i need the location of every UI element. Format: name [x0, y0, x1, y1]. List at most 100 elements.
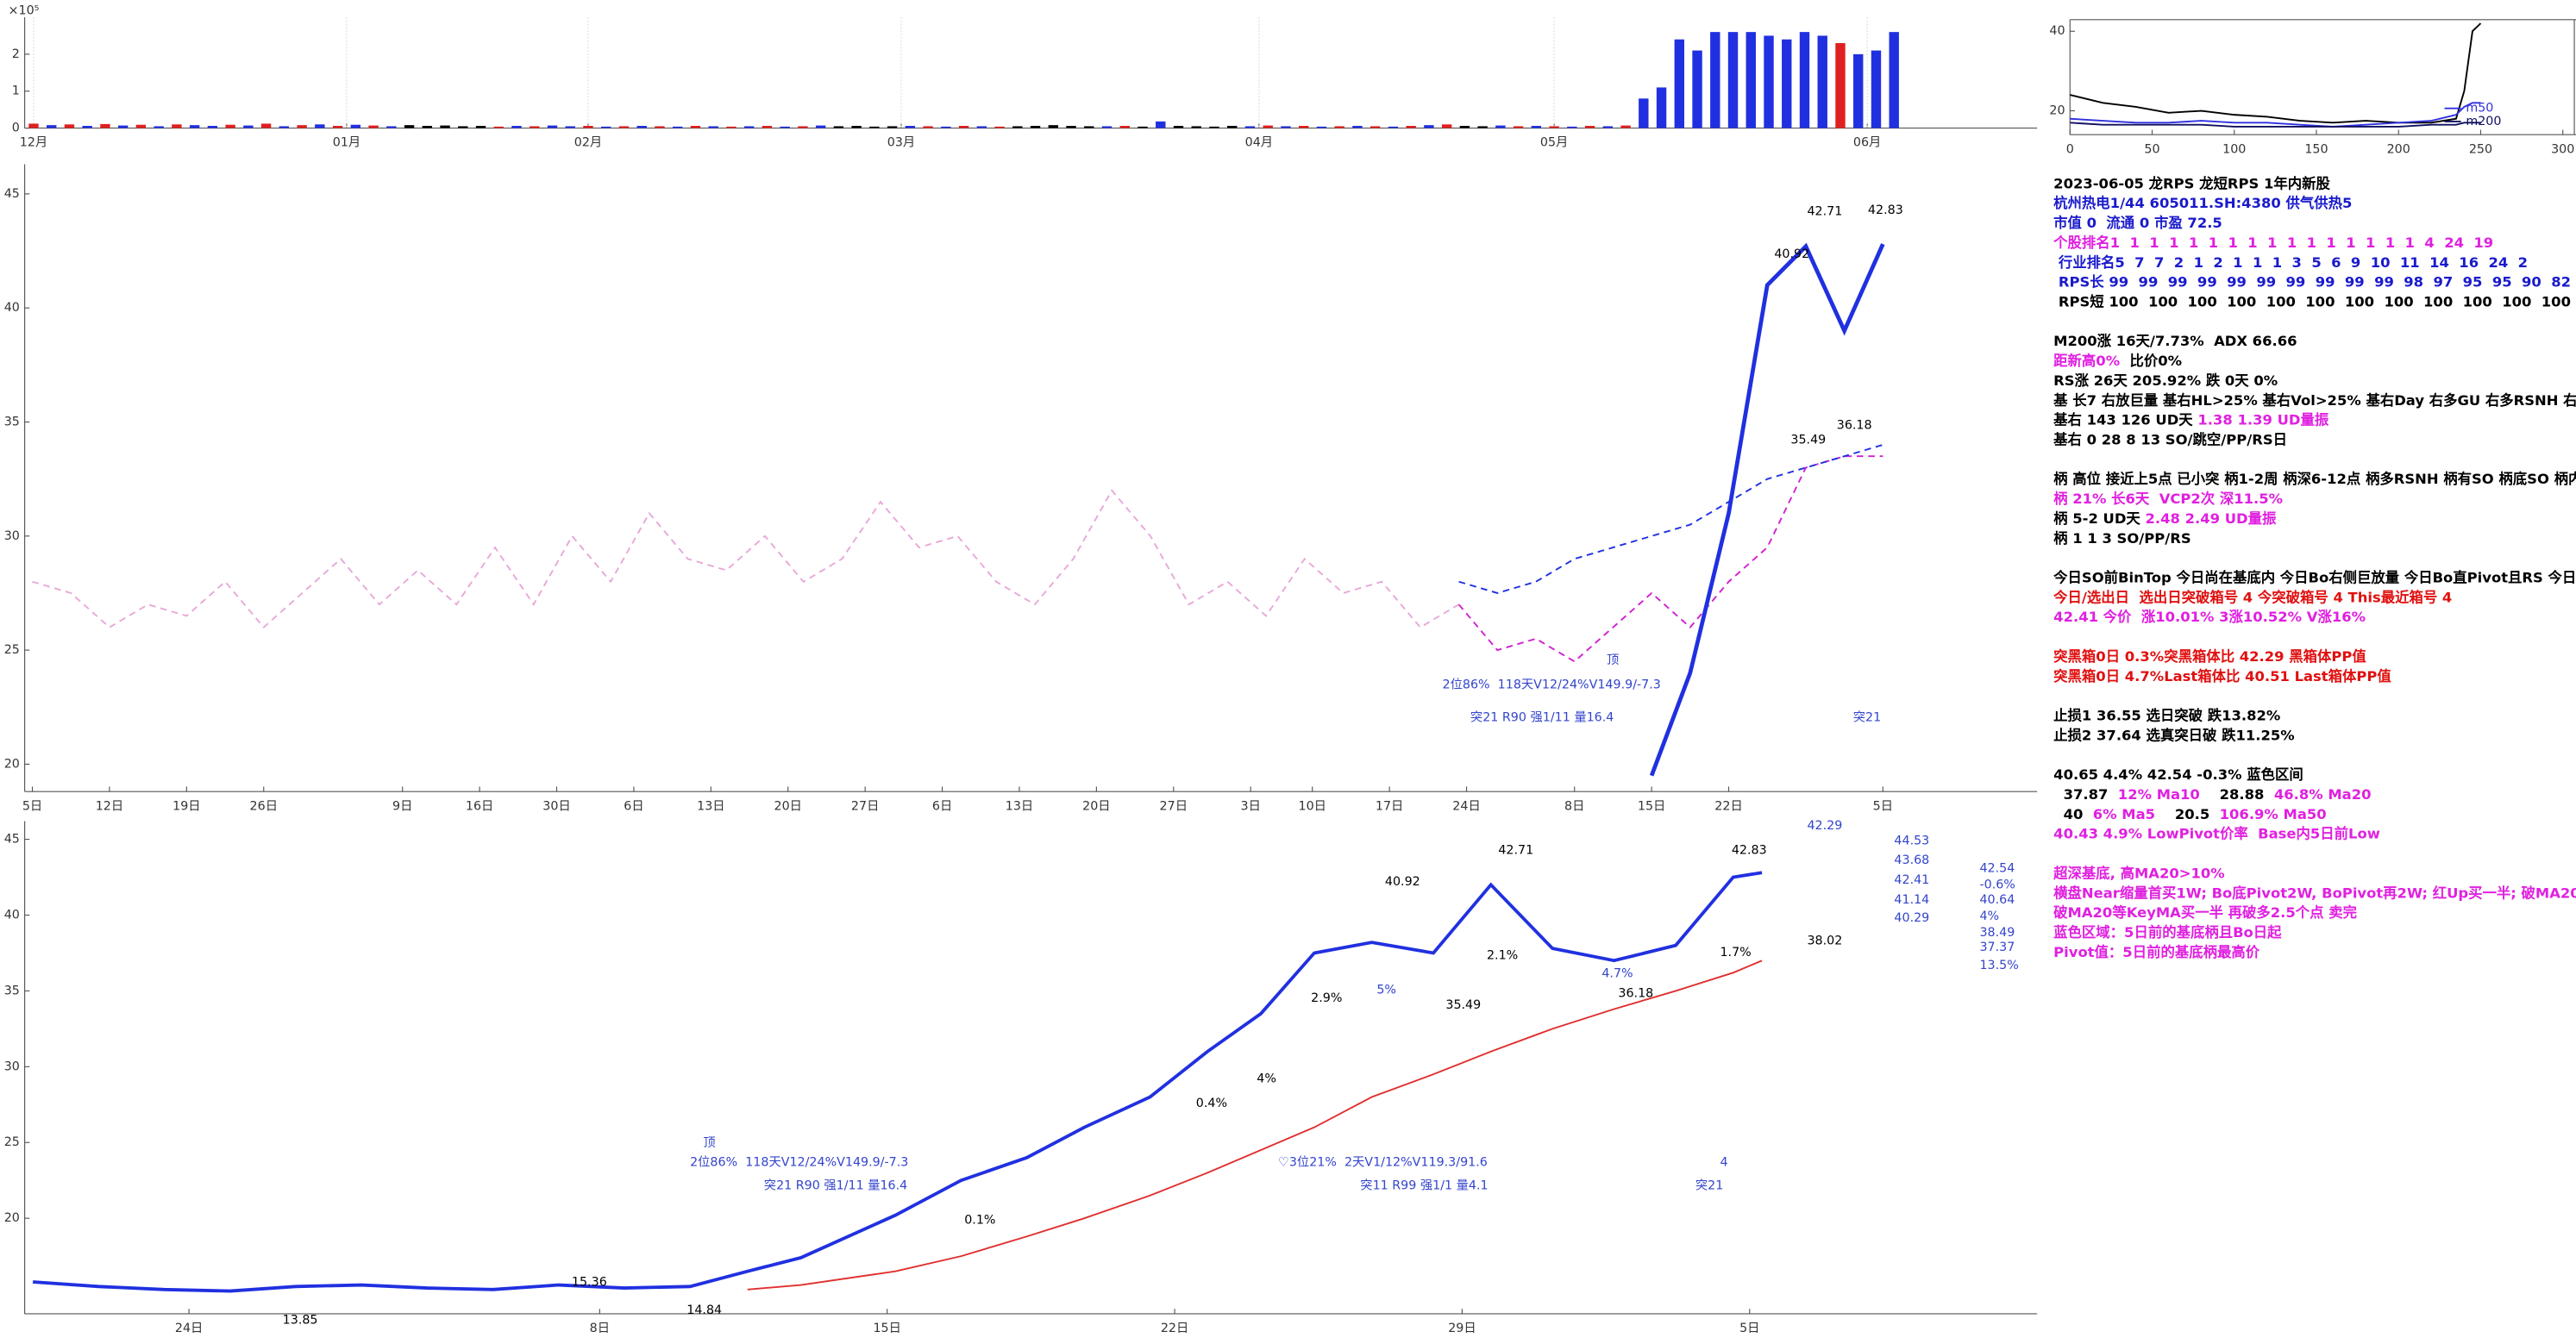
volume-bar: [958, 126, 969, 128]
info-line: 柄 高位 接近上5点 已小突 柄1-2周 柄深6-12点 柄多RSNH 柄有SO…: [2053, 471, 2576, 487]
line-series: [747, 960, 1763, 1291]
annotation: 37.37: [1979, 941, 2015, 954]
volume-bar: [994, 126, 1005, 128]
info-text: 柄 1 1 3 SO/PP/RS: [2053, 529, 2191, 546]
volume-bar: [1119, 126, 1130, 128]
x-tick-label: 04月: [1245, 136, 1273, 150]
annotation: 42.71: [1498, 844, 1533, 858]
info-text: 止损2 37.64 选真突日破 跌11.25%: [2053, 727, 2294, 743]
volume-bar: [1853, 53, 1864, 128]
info-line: 37.87 12% Ma10 28.88 46.8% Ma20: [2053, 785, 2371, 802]
volume-bar: [1424, 125, 1434, 128]
x-tick-label: 13日: [1006, 799, 1033, 813]
y-tick-label: 1: [12, 84, 20, 98]
volume-bar: [243, 125, 254, 128]
x-tick-label: 24日: [1452, 799, 1480, 813]
y-tick-label: 40: [2049, 24, 2065, 38]
volume-bar: [1764, 35, 1774, 128]
volume-bar: [1584, 126, 1595, 128]
volume-bar: [1316, 126, 1327, 128]
annotation: 突11 R99 强1/1 量4.1: [1360, 1178, 1488, 1192]
y-tick-label: 20: [4, 757, 20, 771]
x-tick-label: 15日: [873, 1322, 900, 1335]
info-line: 破MA20等KeyMA买一半 再破多2.5个点 卖完: [2053, 904, 2357, 921]
info-line: RS涨 26天 205.92% 跌 0天 0%: [2053, 372, 2278, 388]
info-text: 超深基底, 高MA20>10%: [2053, 865, 2224, 881]
volume-bar: [1388, 126, 1399, 128]
x-tick-label: 6日: [932, 799, 952, 813]
volume-bar: [225, 124, 235, 128]
line-series: [32, 489, 1460, 629]
volume-bar: [1620, 125, 1631, 128]
volume-bar: [1138, 126, 1148, 128]
x-tick-label: 8日: [590, 1322, 610, 1335]
x-tick-label: 24日: [175, 1322, 203, 1335]
x-tick-label: 300: [2551, 142, 2574, 156]
info-text: 柄 高位 接近上5点 已小突 柄1-2周 柄深6-12点 柄多RSNH 柄有SO…: [2053, 471, 2576, 487]
info-line: 40.43 4.9% LowPivot价率 Base内5日前Low: [2053, 825, 2380, 841]
info-line: 个股排名1 1 1 1 1 1 1 1 1 1 1 1 1 1 1 1 4 24…: [2053, 234, 2493, 250]
annotation: 2位86% 118天V12/24%V149.9/-7.3: [1443, 677, 1661, 691]
info-text: 基右 143 126 UD天: [2053, 411, 2197, 428]
info-text: 杭州热电1/44 605011.SH:4380 供气供热5: [2053, 195, 2352, 211]
y-tick-label: 35: [4, 984, 20, 997]
annotation: 42.29: [1807, 819, 1842, 833]
volume-bar: [636, 126, 647, 128]
info-text: 基 长7 右放巨量 基右HL>25% 基右Vol>25% 基右Day 右多GU …: [2053, 391, 2576, 408]
info-line: 柄 5-2 UD天 2.48 2.49 UD量振: [2053, 509, 2277, 526]
info-text: 突黑箱0日 4.7%Last箱体比 40.51 Last箱体PP值: [2053, 667, 2391, 684]
info-line: 横盘Near缩量首买1W; Bo底Pivot2W, BoPivot再2W; 红U…: [2053, 885, 2576, 901]
annotation: 15.36: [572, 1276, 607, 1290]
annotation: 42.54: [1979, 862, 2015, 876]
y-tick-label: 40: [4, 908, 20, 922]
line-series: [2070, 102, 2481, 128]
info-text: 市值 0 流通 0 市盈 72.5: [2053, 215, 2222, 231]
info-text: RS涨 26天 205.92% 跌 0天 0%: [2053, 372, 2278, 388]
x-tick-label: 30日: [542, 799, 570, 813]
volume-bar: [1567, 126, 1577, 128]
info-text: 42.41 今价 涨10.01% 3涨10.52% V涨16%: [2053, 609, 2366, 625]
volume-bar: [1048, 125, 1059, 128]
x-tick-label: 200: [2387, 142, 2410, 156]
x-tick-label: 29日: [1448, 1322, 1476, 1335]
annotation: 2.1%: [1487, 949, 1518, 963]
info-text: 40.43 4.9% LowPivot价率 Base内5日前Low: [2053, 825, 2380, 841]
volume-bar: [1406, 126, 1416, 128]
info-line: 蓝色区域：5日前的基底柄且Bo日起: [2053, 924, 2282, 941]
volume-bar: [172, 124, 182, 128]
x-tick-label: 6日: [624, 799, 643, 813]
volume-bar: [530, 126, 540, 128]
volume-bar: [1692, 50, 1702, 128]
x-tick-label: 5日: [1873, 799, 1893, 813]
x-tick-label: 06月: [1853, 136, 1881, 150]
annotation: 40.92: [1774, 247, 1809, 261]
volume-bar: [1173, 126, 1184, 128]
annotation: 0.1%: [964, 1213, 995, 1227]
volume-bar: [100, 123, 110, 128]
y-tick-label: 25: [4, 643, 20, 657]
info-line: 2023-06-05 龙RPS 龙短RPS 1年内新股: [2053, 175, 2330, 191]
info-text: 破MA20等KeyMA买一半 再破多2.5个点 卖完: [2053, 904, 2357, 921]
x-tick-label: 15日: [1638, 799, 1665, 813]
x-tick-label: 100: [2222, 142, 2246, 156]
x-tick-label: 250: [2469, 142, 2492, 156]
line-series: [1457, 455, 1883, 663]
line-series: [2070, 22, 2482, 124]
x-tick-label: 0: [2066, 142, 2074, 156]
volume-bar: [1244, 126, 1256, 128]
volume-bar: [1799, 32, 1810, 128]
info-text: 今日SO前BinTop 今日尚在基底内 今日Bo右侧巨放量 今日Bo直Pivot…: [2053, 569, 2576, 585]
annotation: 36.18: [1618, 986, 1653, 1000]
volume-bar: [1477, 126, 1488, 128]
annotation: 42.41: [1894, 873, 1929, 887]
volume-bar: [1639, 98, 1649, 128]
y-tick-label: 30: [4, 529, 20, 543]
info-line: 止损2 37.64 选真突日破 跌11.25%: [2053, 727, 2294, 743]
info-text: Pivot值：5日前的基底柄最高价: [2053, 943, 2260, 960]
info-line: 今日SO前BinTop 今日尚在基底内 今日Bo右侧巨放量 今日Bo直Pivot…: [2053, 569, 2576, 585]
volume-bar: [493, 126, 504, 128]
volume-bar: [315, 124, 325, 128]
volume-bar: [1030, 126, 1041, 128]
info-text: RPS长 99 99 99 99 99 99 99 99 99 99 98 97…: [2053, 273, 2576, 290]
